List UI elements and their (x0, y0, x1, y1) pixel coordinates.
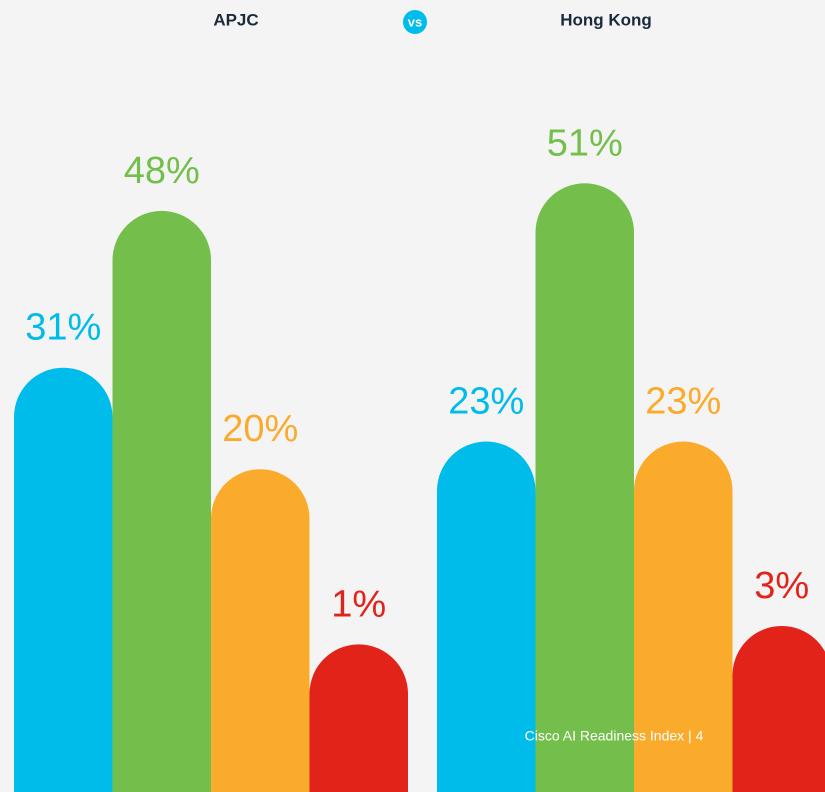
bar (112, 211, 211, 792)
group-label: APJC (213, 10, 258, 29)
value-label: 23% (645, 381, 721, 423)
group-label: Hong Kong (560, 10, 652, 29)
value-label: 51% (547, 122, 623, 164)
value-label: 31% (25, 307, 101, 349)
bar (309, 644, 408, 792)
vs-label: vs (408, 14, 422, 29)
bar (437, 441, 536, 792)
vs-badge (403, 10, 427, 34)
value-label: 20% (222, 408, 298, 450)
bar (535, 183, 634, 792)
bar (732, 626, 825, 792)
value-label: 48% (124, 150, 200, 192)
bar (14, 367, 113, 792)
value-label: 3% (754, 565, 809, 607)
value-label: 1% (331, 583, 386, 625)
footer: Cisco AI Readiness Index | 4 (525, 728, 704, 744)
bar (634, 441, 733, 792)
bar (211, 469, 310, 792)
value-label: 23% (448, 381, 524, 423)
